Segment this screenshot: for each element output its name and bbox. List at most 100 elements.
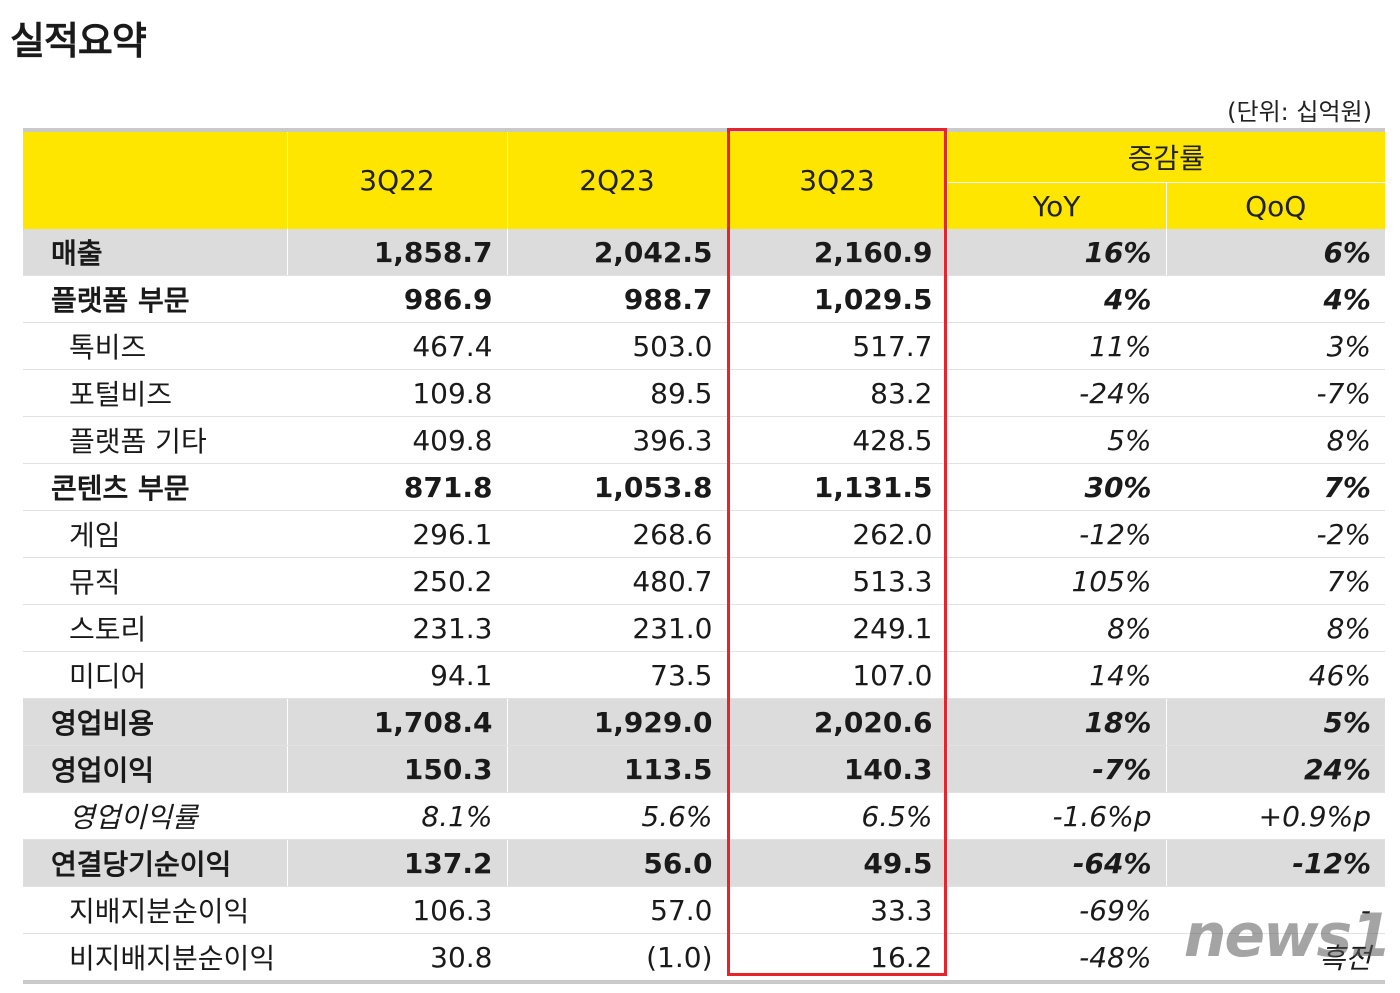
cell-yoy: -69% bbox=[946, 886, 1166, 934]
header-subrow: YoY QoQ bbox=[23, 182, 1385, 229]
cell-2q23: 2,042.5 bbox=[506, 229, 727, 276]
table-row: 영업이익률 8.1% 5.6% 6.5% -1.6%p +0.9%p bbox=[23, 792, 1385, 840]
cell-qoq: 3% bbox=[1165, 322, 1385, 370]
cell-yoy: 4% bbox=[946, 275, 1166, 323]
row-label: 게임 bbox=[23, 510, 287, 558]
cell-qoq: -12% bbox=[1165, 839, 1385, 887]
table-row: 비지배지분순이익 30.8 (1.0) 16.2 -48% 흑전 bbox=[23, 933, 1385, 983]
header-change-group: 증감률 bbox=[946, 130, 1385, 183]
cell-qoq: 7% bbox=[1165, 557, 1385, 605]
row-label: 스토리 bbox=[23, 604, 287, 652]
cell-3q22: 231.3 bbox=[286, 604, 507, 652]
table-row: 플랫폼 기타 409.8 396.3 428.5 5% 8% bbox=[23, 416, 1385, 464]
unit-note: (단위: 십억원) bbox=[1227, 98, 1372, 126]
cell-3q23: 2,020.6 bbox=[726, 698, 947, 746]
table-row: 포털비즈 109.8 89.5 83.2 -24% -7% bbox=[23, 369, 1385, 417]
cell-qoq: 흑전 bbox=[1165, 933, 1385, 983]
cell-3q22: 106.3 bbox=[286, 886, 507, 934]
cell-3q23: 249.1 bbox=[726, 604, 947, 652]
table-row: 콘텐츠 부문 871.8 1,053.8 1,131.5 30% 7% bbox=[23, 463, 1385, 511]
table-row: 연결당기순이익 137.2 56.0 49.5 -64% -12% bbox=[23, 839, 1385, 887]
cell-yoy: -1.6%p bbox=[946, 792, 1166, 840]
cell-3q23: 6.5% bbox=[726, 792, 947, 840]
page-title: 실적요약 bbox=[10, 19, 147, 63]
row-label: 지배지분순이익 bbox=[23, 886, 287, 934]
header-blank-cell bbox=[23, 130, 287, 229]
cell-3q22: 94.1 bbox=[286, 651, 507, 699]
cell-3q22: 30.8 bbox=[286, 933, 507, 983]
header-period-3q23: 3Q23 bbox=[726, 130, 947, 229]
news1-watermark: news1 bbox=[1183, 901, 1392, 971]
header-qoq: QoQ bbox=[1165, 182, 1385, 229]
cell-2q23: 89.5 bbox=[506, 369, 727, 417]
cell-2q23: 503.0 bbox=[506, 322, 727, 370]
cell-yoy: 18% bbox=[946, 698, 1166, 746]
cell-3q22: 467.4 bbox=[286, 322, 507, 370]
cell-yoy: -12% bbox=[946, 510, 1166, 558]
cell-qoq: 6% bbox=[1165, 229, 1385, 276]
table-row: 플랫폼 부문 986.9 988.7 1,029.5 4% 4% bbox=[23, 275, 1385, 323]
cell-yoy: -64% bbox=[946, 839, 1166, 887]
row-label: 플랫폼 기타 bbox=[23, 416, 287, 464]
table-row: 미디어 94.1 73.5 107.0 14% 46% bbox=[23, 651, 1385, 699]
row-label: 톡비즈 bbox=[23, 322, 287, 370]
cell-3q23: 1,029.5 bbox=[726, 275, 947, 323]
cell-2q23: 480.7 bbox=[506, 557, 727, 605]
row-label: 콘텐츠 부문 bbox=[23, 463, 287, 511]
cell-2q23: 5.6% bbox=[506, 792, 727, 840]
header-period-2q23: 2Q23 bbox=[506, 130, 727, 229]
table-row: 게임 296.1 268.6 262.0 -12% -2% bbox=[23, 510, 1385, 558]
header-period-3q22: 3Q22 bbox=[286, 130, 507, 229]
cell-2q23: 988.7 bbox=[506, 275, 727, 323]
cell-2q23: 113.5 bbox=[506, 745, 727, 793]
cell-3q23: 1,131.5 bbox=[726, 463, 947, 511]
cell-qoq: +0.9%p bbox=[1165, 792, 1385, 840]
cell-yoy: 105% bbox=[946, 557, 1166, 605]
cell-3q22: 250.2 bbox=[286, 557, 507, 605]
row-label: 연결당기순이익 bbox=[23, 839, 287, 887]
cell-3q22: 1,858.7 bbox=[286, 229, 507, 276]
cell-qoq: 8% bbox=[1165, 604, 1385, 652]
cell-2q23: 57.0 bbox=[506, 886, 727, 934]
cell-3q23: 517.7 bbox=[726, 322, 947, 370]
cell-2q23: 268.6 bbox=[506, 510, 727, 558]
header-row: 3Q22 2Q23 3Q23 증감률 bbox=[23, 130, 1385, 229]
cell-qoq: - bbox=[1165, 886, 1385, 934]
cell-yoy: 5% bbox=[946, 416, 1166, 464]
cell-3q22: 409.8 bbox=[286, 416, 507, 464]
row-label: 영업이익률 bbox=[23, 792, 287, 840]
cell-yoy: -48% bbox=[946, 933, 1166, 983]
cell-yoy: -7% bbox=[946, 745, 1166, 793]
cell-2q23: 1,053.8 bbox=[506, 463, 727, 511]
cell-3q22: 150.3 bbox=[286, 745, 507, 793]
cell-3q23: 513.3 bbox=[726, 557, 947, 605]
cell-3q22: 871.8 bbox=[286, 463, 507, 511]
row-label: 영업비용 bbox=[23, 698, 287, 746]
cell-yoy: 11% bbox=[946, 322, 1166, 370]
cell-2q23: 56.0 bbox=[506, 839, 727, 887]
row-label: 매출 bbox=[23, 229, 287, 276]
cell-qoq: 46% bbox=[1165, 651, 1385, 699]
header-yoy: YoY bbox=[946, 182, 1166, 229]
cell-qoq: 7% bbox=[1165, 463, 1385, 511]
cell-yoy: 16% bbox=[946, 229, 1166, 276]
cell-2q23: 73.5 bbox=[506, 651, 727, 699]
cell-3q23: 83.2 bbox=[726, 369, 947, 417]
row-label: 미디어 bbox=[23, 651, 287, 699]
cell-3q22: 8.1% bbox=[286, 792, 507, 840]
cell-3q23: 16.2 bbox=[726, 933, 947, 983]
cell-3q23: 2,160.9 bbox=[726, 229, 947, 276]
cell-qoq: 5% bbox=[1165, 698, 1385, 746]
cell-3q22: 109.8 bbox=[286, 369, 507, 417]
table-row: 뮤직 250.2 480.7 513.3 105% 7% bbox=[23, 557, 1385, 605]
cell-qoq: 8% bbox=[1165, 416, 1385, 464]
cell-yoy: 8% bbox=[946, 604, 1166, 652]
row-label: 플랫폼 부문 bbox=[23, 275, 287, 323]
cell-3q23: 49.5 bbox=[726, 839, 947, 887]
cell-qoq: 4% bbox=[1165, 275, 1385, 323]
row-label: 영업이익 bbox=[23, 745, 287, 793]
cell-3q22: 296.1 bbox=[286, 510, 507, 558]
cell-3q22: 986.9 bbox=[286, 275, 507, 323]
table-row: 톡비즈 467.4 503.0 517.7 11% 3% bbox=[23, 322, 1385, 370]
cell-3q23: 428.5 bbox=[726, 416, 947, 464]
